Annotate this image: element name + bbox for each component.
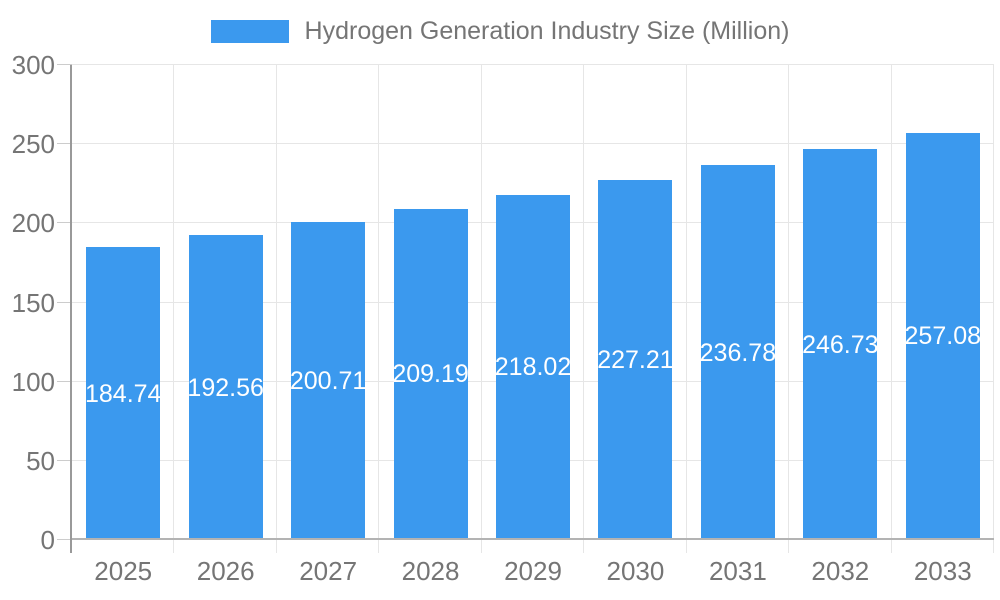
bar-value-label: 257.08 bbox=[904, 322, 981, 351]
y-tick-mark bbox=[57, 64, 72, 65]
x-tick-label: 2031 bbox=[708, 556, 767, 586]
y-tick-label: 50 bbox=[26, 445, 55, 476]
y-tick-label: 150 bbox=[11, 287, 55, 318]
y-tick-mark bbox=[57, 380, 72, 382]
horizontal-gridline bbox=[72, 143, 994, 145]
legend-label: Hydrogen Generation Industry Size (Milli… bbox=[304, 17, 790, 45]
vertical-gridline bbox=[685, 65, 687, 553]
x-tick-label: 2029 bbox=[504, 556, 562, 586]
vertical-gridline bbox=[583, 65, 585, 553]
vertical-gridline bbox=[275, 65, 277, 553]
x-tick-label: 2032 bbox=[811, 556, 870, 586]
bar[interactable] bbox=[188, 235, 263, 540]
y-tick-label: 100 bbox=[11, 366, 55, 397]
x-tick-label: 2027 bbox=[299, 556, 358, 586]
y-tick-mark bbox=[57, 539, 72, 540]
horizontal-gridline bbox=[72, 64, 994, 65]
bar[interactable] bbox=[905, 132, 980, 540]
vertical-gridline bbox=[480, 65, 482, 553]
y-axis-line bbox=[70, 65, 72, 553]
bar-value-label: 218.02 bbox=[494, 353, 572, 382]
y-tick-mark bbox=[57, 222, 72, 224]
x-tick-label: 2026 bbox=[196, 556, 255, 586]
y-tick-label: 250 bbox=[11, 129, 55, 160]
x-tick-label: 2030 bbox=[606, 556, 665, 586]
bar-value-label: 227.21 bbox=[597, 346, 674, 375]
bar[interactable] bbox=[598, 180, 673, 540]
y-tick-mark bbox=[57, 459, 72, 461]
y-tick-label: 200 bbox=[11, 208, 55, 239]
y-tick-mark bbox=[57, 301, 72, 303]
y-tick-mark bbox=[57, 143, 72, 145]
bar-value-label: 184.74 bbox=[84, 379, 162, 408]
legend[interactable]: Hydrogen Generation Industry Size (Milli… bbox=[0, 17, 1000, 46]
bar[interactable] bbox=[496, 194, 570, 540]
bar[interactable] bbox=[393, 208, 468, 540]
vertical-gridline bbox=[993, 65, 994, 553]
legend-marker-swatch bbox=[210, 20, 289, 43]
vertical-gridline bbox=[173, 65, 175, 553]
y-tick-label: 300 bbox=[11, 50, 55, 80]
vertical-gridline bbox=[788, 65, 790, 553]
bar[interactable] bbox=[803, 149, 878, 540]
vertical-gridline bbox=[890, 65, 892, 553]
bar-value-label: 200.71 bbox=[289, 367, 367, 396]
x-axis-baseline bbox=[72, 538, 994, 540]
x-tick-label: 2025 bbox=[94, 556, 153, 586]
bar[interactable] bbox=[86, 247, 161, 540]
x-tick-label: 2033 bbox=[913, 556, 972, 586]
bar-value-label: 192.56 bbox=[187, 373, 264, 402]
vertical-gridline bbox=[378, 65, 380, 553]
x-tick-label: 2028 bbox=[401, 556, 460, 586]
bar-value-label: 246.73 bbox=[802, 330, 879, 359]
bar[interactable] bbox=[291, 222, 366, 540]
y-tick-label: 0 bbox=[40, 525, 55, 555]
bar[interactable] bbox=[700, 165, 775, 540]
bar-value-label: 209.19 bbox=[392, 360, 469, 389]
bar-value-label: 236.78 bbox=[699, 338, 777, 367]
